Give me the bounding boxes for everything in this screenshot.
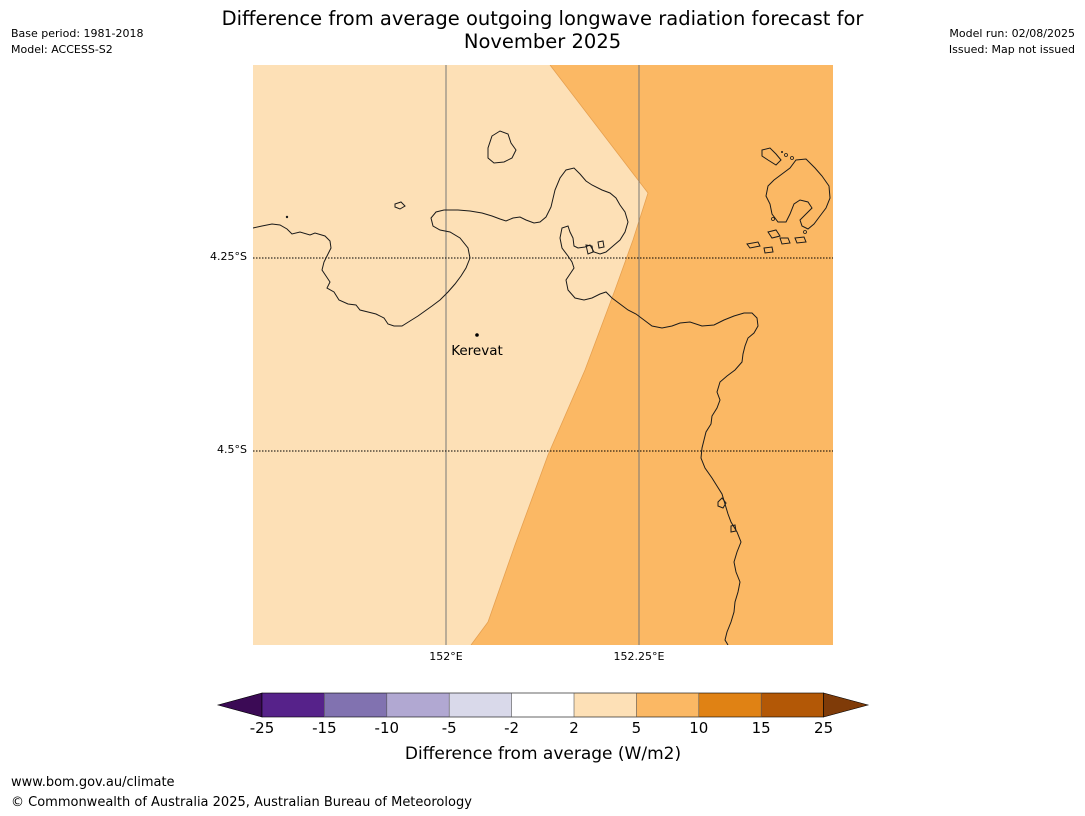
colorbar-high-extension: [823, 692, 870, 718]
colorbar-tick: -2: [504, 719, 520, 737]
lon-label-152: 152°E: [429, 650, 463, 663]
colorbar-tick: -25: [249, 719, 275, 737]
colorbar-segment-5: [511, 693, 574, 717]
colorbar-title: Difference from average (W/m2): [404, 744, 682, 764]
islet-10: [803, 230, 807, 234]
colorbar-tick: -5: [441, 719, 457, 737]
lon-label-152-25: 152.25°E: [613, 650, 665, 663]
islet-11: [771, 217, 775, 221]
colorbar-segment-9: [761, 693, 824, 717]
footer-copyright: © Commonwealth of Australia 2025, Austra…: [11, 795, 472, 810]
island-north: [487, 130, 517, 164]
colorbar-segment-6: [574, 693, 637, 717]
title-line-1: Difference from average outgoing longwav…: [221, 7, 864, 30]
colorbar-segment-1: [262, 693, 325, 717]
colorbar-segment-8: [698, 693, 762, 717]
colorbar-tick: -15: [312, 719, 337, 737]
footer-url[interactable]: www.bom.gov.au/climate: [11, 775, 175, 790]
islet-3: [717, 497, 727, 509]
title-line-2: November 2025: [463, 30, 622, 53]
colorbar-segment-3: [386, 693, 450, 717]
colorbar-segment-4: [449, 693, 512, 717]
islet-9: [781, 151, 783, 153]
model-run-text: Model run: 02/08/2025: [949, 27, 1075, 40]
colorbar-tick: 5: [631, 719, 642, 737]
islet-1: [585, 244, 594, 255]
islet-5: [394, 201, 406, 210]
region-boundary: [470, 65, 649, 645]
model-text: Model: ACCESS-S2: [11, 43, 113, 56]
colorbar-tick: 15: [751, 719, 771, 737]
issued-text: Issued: Map not issued: [948, 43, 1075, 56]
islet-6: [285, 215, 289, 219]
metadata-left: Base period: 1981-2018 Model: ACCESS-S2: [11, 26, 143, 58]
map-title: Difference from average outgoing longwav…: [150, 7, 935, 53]
base-period-text: Base period: 1981-2018: [11, 27, 144, 40]
lat-label-4-5: 4.5°S: [217, 443, 247, 456]
kerevat-label: Kerevat: [451, 343, 503, 359]
islet-7: [784, 153, 788, 157]
colorbar-tick: 2: [569, 719, 579, 737]
colorbar-tick: -10: [374, 719, 400, 737]
islet-2: [597, 240, 605, 249]
coastline-main: [253, 167, 759, 645]
colorbar-segment-7: [636, 693, 699, 717]
colorbar: [216, 692, 870, 718]
anomaly-region-5-10: [471, 65, 833, 645]
lat-label-4-25: 4.25°S: [210, 250, 247, 263]
metadata-right: Model run: 02/08/2025 Issued: Map not is…: [949, 26, 1075, 58]
colorbar-outline: [261, 692, 824, 718]
colorbar-low-extension: [216, 692, 263, 718]
colorbar-segment-2: [324, 693, 387, 717]
islet-8: [790, 156, 794, 160]
colorbar-dividers: [324, 693, 762, 717]
islet-4: [730, 524, 737, 533]
kerevat-marker: [475, 333, 479, 337]
colorbar-tick: 25: [814, 719, 834, 737]
colorbar-tick: 10: [689, 719, 709, 737]
islands-northeast: [746, 147, 831, 254]
